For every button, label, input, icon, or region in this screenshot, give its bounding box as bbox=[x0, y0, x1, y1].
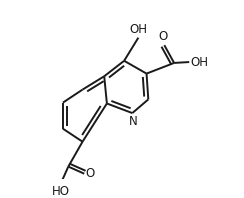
Text: O: O bbox=[85, 167, 94, 180]
Text: OH: OH bbox=[190, 56, 208, 69]
Text: N: N bbox=[129, 115, 138, 128]
Text: OH: OH bbox=[129, 23, 147, 36]
Text: HO: HO bbox=[52, 185, 70, 198]
Text: O: O bbox=[158, 30, 167, 43]
